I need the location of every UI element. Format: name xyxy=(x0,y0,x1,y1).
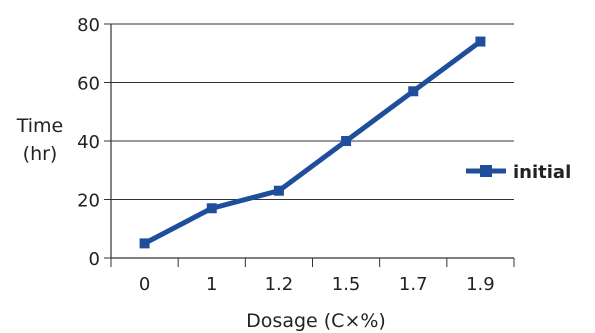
data-point-1 xyxy=(206,203,217,214)
data-point-1.7 xyxy=(408,86,419,97)
y-tick-label-40: 40 xyxy=(77,132,100,153)
x-tick-label-1.7: 1.7 xyxy=(399,274,428,295)
x-tick-label-1.2: 1.2 xyxy=(265,274,294,295)
y-tick-label-80: 80 xyxy=(77,15,100,36)
legend-marker xyxy=(480,165,492,177)
x-tick-label-1: 1 xyxy=(206,274,217,295)
x-tick-label-1.9: 1.9 xyxy=(466,274,495,295)
data-point-0 xyxy=(139,238,150,249)
legend: initial xyxy=(466,162,571,183)
series-line-initial xyxy=(143,39,482,246)
data-point-1.2 xyxy=(273,185,284,196)
series-group xyxy=(139,36,486,249)
x-tick-label-1.5: 1.5 xyxy=(332,274,361,295)
data-point-1.5 xyxy=(341,136,352,146)
legend-label: initial xyxy=(513,162,571,183)
y-axis-ticks: 0 20 40 60 80 xyxy=(77,15,111,270)
y-axis-title-line1: Time xyxy=(16,115,64,137)
y-tick-label-0: 0 xyxy=(89,249,100,270)
gridlines xyxy=(111,23,514,200)
x-axis-title: Dosage (C×%) xyxy=(246,310,386,332)
data-point-1.9 xyxy=(475,36,486,47)
y-axis-title-line2: (hr) xyxy=(23,143,58,165)
y-tick-label-60: 60 xyxy=(77,74,100,95)
x-tick-label-0: 0 xyxy=(139,274,150,295)
y-tick-label-20: 20 xyxy=(77,191,100,212)
x-axis-ticks: 0 1 1.2 1.5 1.7 1.9 xyxy=(110,258,515,295)
